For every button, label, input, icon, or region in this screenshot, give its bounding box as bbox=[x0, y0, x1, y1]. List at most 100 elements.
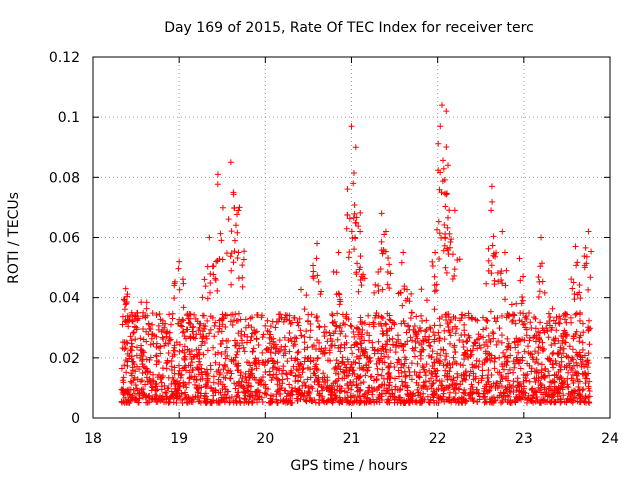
data-point-marker bbox=[280, 318, 287, 325]
data-point-marker bbox=[429, 258, 436, 265]
data-point-marker bbox=[122, 357, 129, 364]
data-point-marker bbox=[513, 395, 520, 402]
data-point-marker bbox=[145, 331, 152, 338]
data-point-marker bbox=[449, 276, 456, 283]
data-point-marker bbox=[338, 360, 345, 367]
data-point-marker bbox=[520, 385, 527, 392]
data-point-marker bbox=[147, 341, 154, 348]
data-point-marker bbox=[322, 345, 329, 352]
data-point-marker bbox=[239, 262, 246, 269]
data-point-marker bbox=[382, 320, 389, 327]
data-point-marker bbox=[227, 318, 234, 325]
data-point-marker bbox=[348, 323, 355, 330]
data-point-marker bbox=[498, 339, 505, 346]
data-point-marker bbox=[343, 225, 350, 232]
data-point-marker bbox=[194, 394, 201, 401]
data-point-marker bbox=[276, 337, 283, 344]
data-point-marker bbox=[460, 362, 467, 369]
data-point-marker bbox=[432, 249, 439, 256]
data-point-marker bbox=[267, 399, 274, 406]
data-point-marker bbox=[482, 350, 489, 357]
data-point-marker bbox=[385, 382, 392, 389]
data-point-marker bbox=[344, 389, 351, 396]
data-point-marker bbox=[236, 394, 243, 401]
data-point-marker bbox=[466, 334, 473, 341]
data-point-marker bbox=[517, 365, 524, 372]
data-point-marker bbox=[163, 360, 170, 367]
data-point-marker bbox=[204, 263, 211, 270]
data-point-marker bbox=[440, 165, 447, 172]
x-tick-label: 20 bbox=[256, 431, 274, 447]
data-point-marker bbox=[570, 335, 577, 342]
data-point-marker bbox=[235, 310, 242, 317]
data-point-marker bbox=[183, 384, 190, 391]
data-point-marker bbox=[435, 140, 442, 147]
data-point-marker bbox=[475, 379, 482, 386]
data-point-marker bbox=[344, 398, 351, 405]
data-point-marker bbox=[287, 395, 294, 402]
data-point-marker bbox=[175, 387, 182, 394]
data-point-marker bbox=[442, 264, 449, 271]
data-point-marker bbox=[482, 398, 489, 405]
data-point-marker bbox=[575, 383, 582, 390]
axis-ticks bbox=[92, 56, 611, 419]
data-point-marker bbox=[451, 207, 458, 214]
data-point-marker bbox=[337, 330, 344, 337]
data-point-marker bbox=[241, 248, 248, 255]
data-point-marker bbox=[177, 374, 184, 381]
data-point-marker bbox=[476, 393, 483, 400]
data-point-marker bbox=[207, 384, 214, 391]
data-point-marker bbox=[166, 311, 173, 318]
data-point-marker bbox=[458, 372, 465, 379]
data-point-marker bbox=[431, 332, 438, 339]
data-point-marker bbox=[569, 354, 576, 361]
data-point-marker bbox=[149, 310, 156, 317]
data-point-marker bbox=[171, 344, 178, 351]
data-point-marker bbox=[162, 399, 169, 406]
data-point-marker bbox=[535, 273, 542, 280]
data-point-marker bbox=[478, 375, 485, 382]
data-point-marker bbox=[281, 346, 288, 353]
data-point-marker bbox=[212, 319, 219, 326]
data-point-marker bbox=[145, 320, 152, 327]
data-point-marker bbox=[361, 352, 368, 359]
data-point-marker bbox=[576, 282, 583, 289]
y-tick-label: 0.12 bbox=[49, 50, 80, 66]
data-point-marker bbox=[176, 348, 183, 355]
data-point-marker bbox=[488, 207, 495, 214]
data-point-marker bbox=[583, 260, 590, 267]
data-point-marker bbox=[442, 356, 449, 363]
data-point-marker bbox=[537, 344, 544, 351]
data-point-marker bbox=[586, 317, 593, 324]
data-point-marker bbox=[553, 314, 560, 321]
data-point-marker bbox=[452, 381, 459, 388]
data-point-marker bbox=[225, 216, 232, 223]
data-point-marker bbox=[491, 315, 498, 322]
data-point-marker bbox=[353, 397, 360, 404]
data-point-marker bbox=[535, 350, 542, 357]
data-point-marker bbox=[222, 391, 229, 398]
data-point-marker bbox=[522, 314, 529, 321]
data-point-marker bbox=[196, 324, 203, 331]
data-point-marker bbox=[318, 288, 325, 295]
data-point-marker bbox=[551, 372, 558, 379]
data-point-marker bbox=[484, 343, 491, 350]
data-point-marker bbox=[414, 360, 421, 367]
data-point-marker bbox=[238, 328, 245, 335]
data-point-marker bbox=[579, 339, 586, 346]
data-point-marker bbox=[204, 317, 211, 324]
data-point-marker bbox=[387, 347, 394, 354]
data-point-marker bbox=[461, 349, 468, 356]
data-point-marker bbox=[406, 326, 413, 333]
data-point-marker bbox=[379, 381, 386, 388]
data-point-marker bbox=[560, 345, 567, 352]
data-point-marker bbox=[581, 264, 588, 271]
data-point-marker bbox=[350, 180, 357, 187]
data-point-marker bbox=[525, 309, 532, 316]
data-point-marker bbox=[418, 399, 425, 406]
data-point-marker bbox=[232, 337, 239, 344]
data-point-marker bbox=[310, 268, 317, 275]
data-point-marker bbox=[467, 368, 474, 375]
data-point-marker bbox=[197, 399, 204, 406]
data-point-marker bbox=[313, 361, 320, 368]
